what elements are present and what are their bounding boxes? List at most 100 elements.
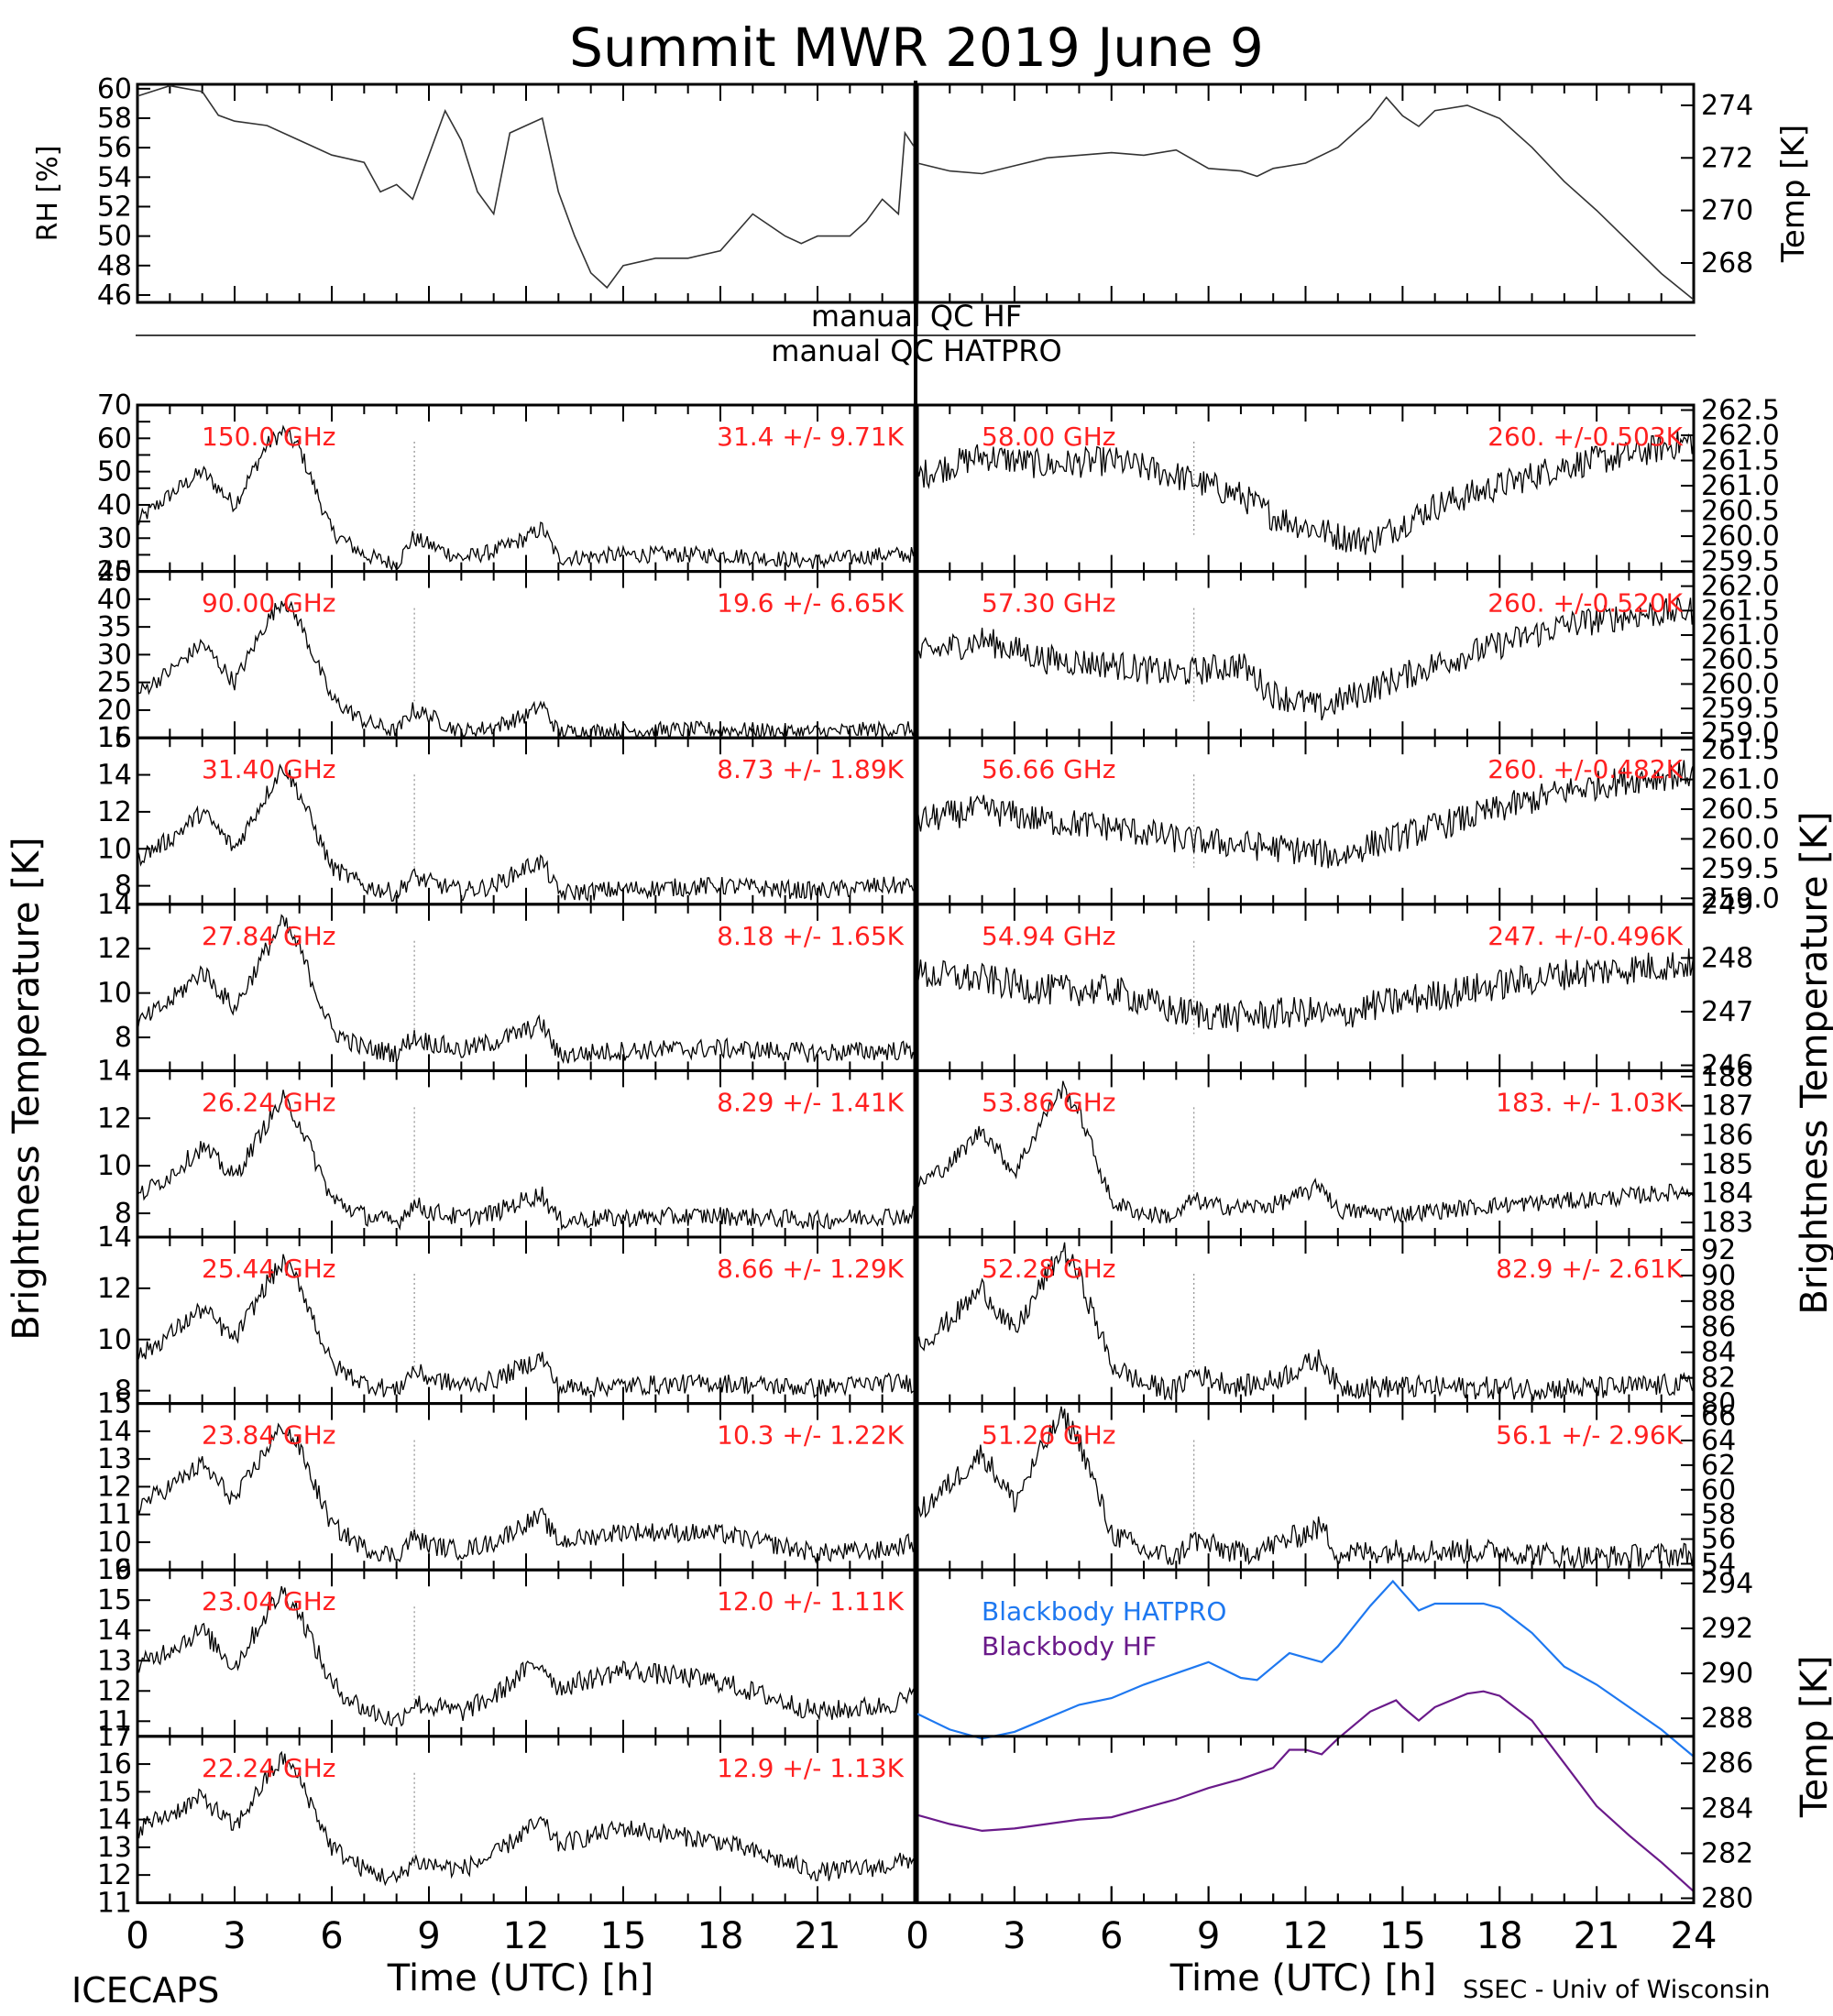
channel-right-6-ytick-label: 62	[1701, 1450, 1736, 1482]
temp-panel-ytick-label: 272	[1701, 142, 1753, 174]
xtick-left: 21	[795, 1915, 841, 1957]
channel-right-0-ytick-label: 261.5	[1701, 445, 1780, 477]
channel-right-2-ytick-label: 259.0	[1701, 882, 1780, 915]
channel-right-2-ytick-label: 261.0	[1701, 764, 1780, 796]
channel-right-4-ytick-label: 188	[1701, 1061, 1753, 1093]
channel-left-5-stat-label: 8.66 +/- 1.29K	[717, 1254, 904, 1284]
channel-right-0-freq-label: 58.00 GHz	[982, 422, 1116, 452]
temp-panel-y-axis: 268 270 272 274	[1681, 90, 1753, 279]
channel-left-3-freq-label: 27.84 GHz	[202, 921, 336, 951]
channel-right-4-trace	[916, 1080, 1695, 1224]
channel-left-3-x-ticks	[137, 904, 916, 1071]
channel-right-2-trace	[916, 760, 1695, 869]
rh-panel-ytick-label: 58	[97, 103, 132, 135]
rh-panel-ytick-label: 48	[97, 250, 132, 282]
channel-left-7-ytick-label: 15	[97, 1584, 132, 1616]
channel-left-5-trace	[137, 1254, 916, 1399]
channel-right-3-y-axis: 246 247 248 249	[1681, 889, 1753, 1082]
channel-left-0-x-ticks	[137, 405, 916, 572]
blackbody-panel-ytick-label: 294	[1701, 1568, 1753, 1600]
channel-right-2-stat-label: 260. +/-0.482K	[1487, 754, 1683, 784]
rh-panel-ytick-label: 60	[97, 73, 132, 105]
channel-right-1-ytick-label: 261.5	[1701, 595, 1780, 627]
channel-left-5-ytick-label: 14	[97, 1222, 132, 1254]
channel-right-3-ytick-label: 248	[1701, 942, 1753, 974]
channel-right-5-ytick-label: 90	[1701, 1260, 1736, 1292]
xtick-left: 12	[503, 1915, 550, 1957]
rh-panel	[136, 82, 916, 304]
channel-right-3-ytick-label: 249	[1701, 889, 1753, 921]
channel-right-0-ytick-label: 259.5	[1701, 546, 1780, 578]
channel-right-3-freq-label: 54.94 GHz	[982, 921, 1116, 951]
channel-right-2-ytick-label: 261.5	[1701, 734, 1780, 766]
channel-right-0-ytick-label: 261.0	[1701, 470, 1780, 502]
xtick-right: 0	[906, 1915, 928, 1957]
channel-left-1-ytick-label: 45	[97, 556, 132, 588]
channel-left-8-ytick-label: 16	[97, 1748, 132, 1780]
channel-left-7-stat-label: 12.0 +/- 1.11K	[717, 1586, 904, 1616]
xtick-right: 6	[1100, 1915, 1123, 1957]
xtick-left: 0	[126, 1915, 148, 1957]
channel-right-3-stat-label: 247. +/-0.496K	[1487, 921, 1683, 951]
temp-line	[916, 96, 1695, 301]
channel-left-2-ytick-label: 14	[97, 760, 132, 792]
channel-left-2-ytick-label: 10	[97, 833, 132, 865]
channel-left-8-trace	[137, 1750, 916, 1887]
channel-left-3-y-axis: 8 10 12 14	[97, 889, 150, 1054]
channel-left-4-ytick-label: 10	[97, 1150, 132, 1182]
channel-right-6-ytick-label: 54	[1701, 1548, 1736, 1580]
channel-left-0-ytick-label: 20	[97, 556, 132, 588]
channel-right-6-ytick-label: 66	[1701, 1400, 1736, 1432]
channel-left-2-ytick-label: 8	[115, 871, 132, 903]
channel-right-6-ytick-label: 64	[1701, 1425, 1736, 1457]
xtick-right: 21	[1574, 1915, 1620, 1957]
xtick-left: 15	[600, 1915, 647, 1957]
channel-right-0-ytick-label: 262.0	[1701, 420, 1780, 452]
xtick-left: 3	[223, 1915, 246, 1957]
channel-left-4-trace	[137, 1090, 916, 1232]
channel-left-6-ytick-label: 12	[97, 1471, 132, 1503]
channel-right-8-x-ticks	[916, 1736, 1695, 1903]
channel-left-2-x-ticks	[137, 738, 916, 904]
channel-left-1-ytick-label: 15	[97, 722, 132, 754]
xtick-right: 12	[1282, 1915, 1329, 1957]
channel-left-6-trace	[137, 1422, 916, 1564]
temp-panel-ytick-label: 270	[1701, 195, 1753, 227]
temp-ylabel: Temp [K]	[1775, 125, 1812, 263]
channel-left-2-freq-label: 31.40 GHz	[202, 754, 336, 784]
channel-left-6-ytick-label: 10	[97, 1527, 132, 1559]
channel-right-1-ytick-label: 260.5	[1701, 644, 1780, 676]
xtick-right: 3	[1003, 1915, 1026, 1957]
chart-title: Summit MWR 2019 June 9	[569, 16, 1264, 79]
channel-left-5-ytick-label: 8	[115, 1375, 132, 1408]
x-tick-labels: 0 3 6 9 12 15 18 21 0 3 6 9 12 15 18 21 24	[126, 1915, 1717, 1957]
channel-left-3-ytick-label: 12	[97, 933, 132, 965]
channel-left-0-ytick-label: 30	[97, 522, 132, 554]
channel-left-7-x-ticks	[137, 1570, 916, 1737]
channel-left-3-trace	[137, 914, 916, 1065]
channel-left-4-y-axis: 8 10 12 14	[97, 1055, 150, 1230]
channel-left-8-ytick-label: 14	[97, 1804, 132, 1836]
channel-left-2-y-axis: 8 10 12 14 16	[97, 722, 150, 903]
channel-left-6-ytick-label: 13	[97, 1443, 132, 1475]
channel-left-6-ytick-label: 9	[115, 1554, 132, 1586]
blackbody-panel-ytick-label: 282	[1701, 1837, 1753, 1869]
blackbody-panel-ytick-label: 286	[1701, 1748, 1753, 1780]
xlabel-left: Time (UTC) [h]	[387, 1957, 653, 2000]
blackbody-panel-ytick-label: 284	[1701, 1792, 1753, 1824]
channel-right-4-ytick-label: 184	[1701, 1178, 1753, 1210]
channel-left-6-ytick-label: 14	[97, 1416, 132, 1448]
channel-right-4-ytick-label: 186	[1701, 1119, 1753, 1151]
temp-panel-ytick-label: 268	[1701, 247, 1753, 279]
rh-panel-x-ticks	[137, 84, 916, 302]
channel-left-2-ytick-label: 12	[97, 796, 132, 828]
channel-right-2-ytick-label: 260.5	[1701, 794, 1780, 826]
